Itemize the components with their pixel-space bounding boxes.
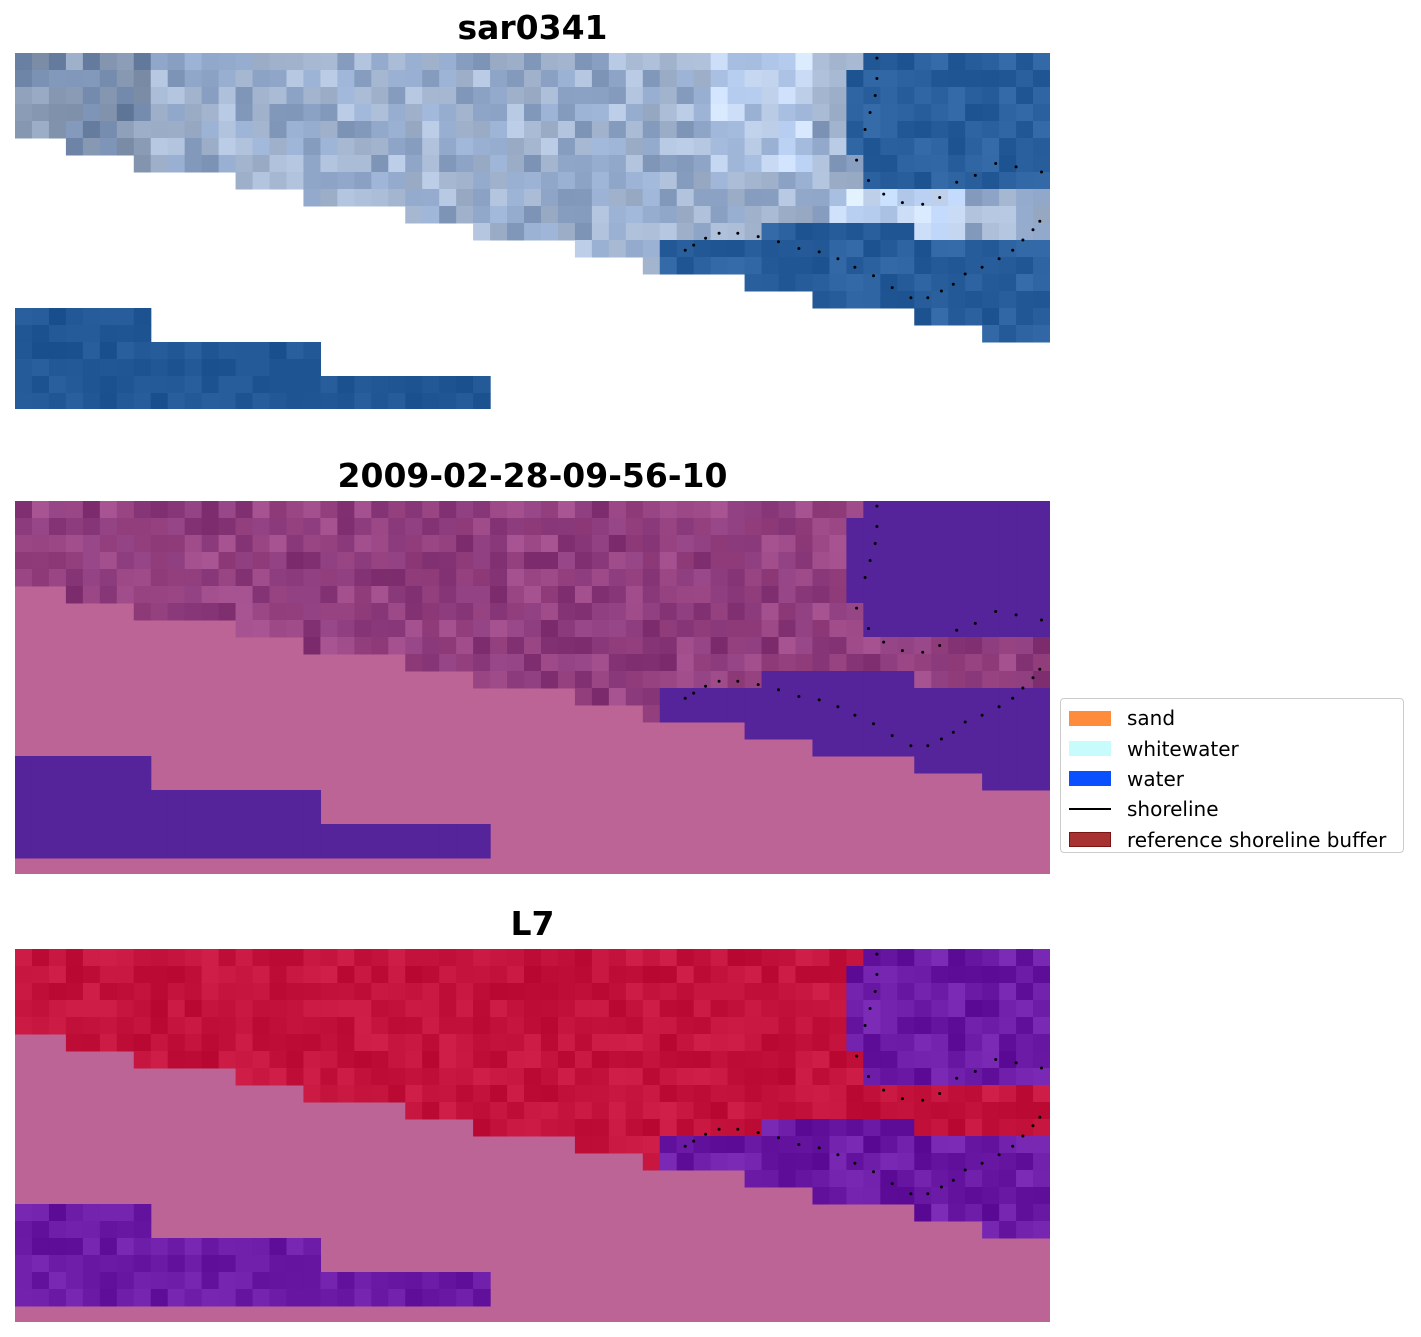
panel-title-index: L7 <box>510 904 555 943</box>
legend-item-sand: sand <box>1069 703 1403 733</box>
legend-item-water: water <box>1069 764 1403 794</box>
legend: sand whitewater water shoreline referenc… <box>1060 698 1404 853</box>
classified-image <box>15 501 1050 874</box>
water-swatch <box>1069 771 1111 787</box>
legend-label-reference-buffer: reference shoreline buffer <box>1127 827 1387 852</box>
legend-item-shoreline: shoreline <box>1069 794 1403 824</box>
legend-label-sand: sand <box>1127 706 1176 731</box>
shoreline-line-swatch <box>1069 808 1111 811</box>
panel-title-classified: 2009-02-28-09-56-10 <box>337 456 728 495</box>
legend-label-whitewater: whitewater <box>1127 736 1239 761</box>
sand-swatch <box>1069 710 1111 726</box>
whitewater-swatch <box>1069 741 1111 757</box>
rgb-image <box>15 53 1050 409</box>
legend-item-whitewater: whitewater <box>1069 733 1403 763</box>
index-image <box>15 949 1050 1322</box>
reference-buffer-swatch <box>1069 832 1111 848</box>
legend-item-reference-buffer: reference shoreline buffer <box>1069 825 1403 855</box>
panel-title-rgb: sar0341 <box>457 8 608 47</box>
legend-label-shoreline: shoreline <box>1127 797 1219 822</box>
legend-label-water: water <box>1127 766 1184 791</box>
